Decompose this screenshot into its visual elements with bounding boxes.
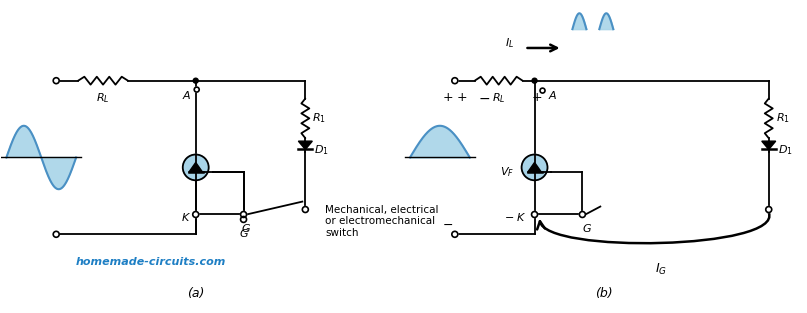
Circle shape	[521, 155, 547, 180]
Circle shape	[193, 212, 199, 218]
Text: $K$: $K$	[181, 212, 190, 223]
Text: $D_1$: $D_1$	[778, 143, 792, 157]
Text: or electromechanical: or electromechanical	[325, 216, 436, 226]
Text: $R_1$: $R_1$	[312, 111, 326, 125]
Polygon shape	[528, 162, 541, 172]
Polygon shape	[189, 162, 203, 172]
Circle shape	[303, 207, 308, 213]
Polygon shape	[762, 141, 776, 150]
Text: $-\ K$: $-\ K$	[504, 212, 527, 223]
Text: homemade-circuits.com: homemade-circuits.com	[76, 257, 226, 267]
Text: switch: switch	[325, 228, 359, 238]
Text: $A$: $A$	[182, 89, 192, 100]
Circle shape	[532, 212, 537, 218]
Circle shape	[240, 212, 247, 218]
FancyArrowPatch shape	[537, 213, 769, 243]
Text: $-$: $-$	[478, 90, 490, 105]
Text: $R_L$: $R_L$	[96, 92, 110, 105]
Text: $G$: $G$	[583, 223, 592, 234]
Circle shape	[540, 88, 545, 93]
Text: $R_1$: $R_1$	[776, 111, 790, 125]
Text: $I_G$: $I_G$	[655, 262, 667, 277]
Text: $D_1$: $D_1$	[314, 143, 329, 157]
Text: +: +	[531, 90, 541, 104]
Text: $A$: $A$	[547, 89, 557, 100]
Text: (a): (a)	[187, 287, 204, 300]
Text: $-$: $-$	[442, 218, 454, 231]
Circle shape	[193, 78, 199, 83]
Circle shape	[53, 78, 59, 84]
Polygon shape	[299, 141, 312, 150]
Circle shape	[532, 78, 537, 83]
Circle shape	[452, 78, 458, 84]
Text: $V_F$: $V_F$	[500, 166, 515, 179]
Text: $I_L$: $I_L$	[505, 36, 515, 50]
Text: +: +	[442, 90, 454, 104]
Circle shape	[766, 207, 771, 213]
Text: $R_L$: $R_L$	[492, 92, 505, 105]
Text: $G$: $G$	[239, 227, 249, 239]
Circle shape	[452, 231, 458, 237]
Circle shape	[194, 87, 199, 92]
Circle shape	[182, 155, 209, 180]
Circle shape	[240, 217, 247, 223]
Circle shape	[579, 212, 585, 218]
Text: +: +	[457, 90, 467, 104]
Text: (b): (b)	[596, 287, 613, 300]
Text: Mechanical, electrical: Mechanical, electrical	[325, 204, 439, 214]
Text: $G$: $G$	[240, 223, 251, 234]
Circle shape	[53, 231, 59, 237]
